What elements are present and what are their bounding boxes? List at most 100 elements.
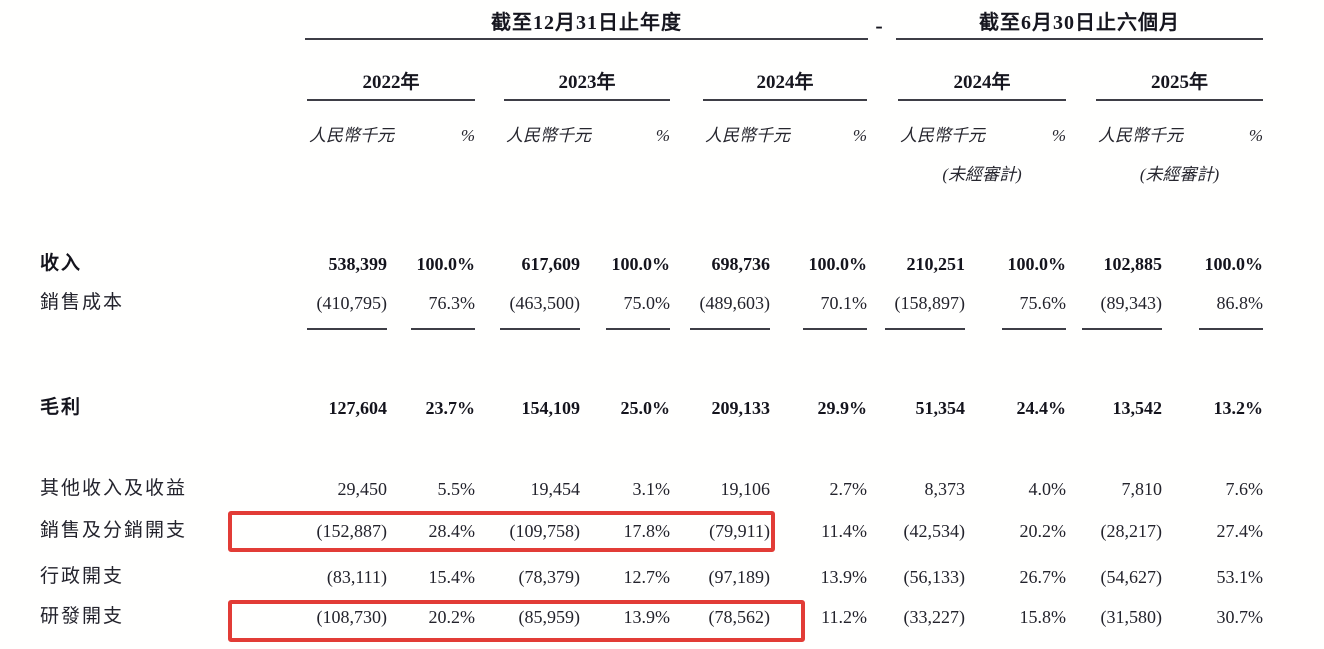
percent-cell: 28.4% (428, 521, 476, 541)
amount-cell: (78,562) (708, 607, 771, 627)
amount-cell: (158,897) (894, 293, 966, 313)
subtotal-rule (885, 328, 965, 330)
amount-cell: (78,379) (518, 567, 581, 587)
amount-cell: (56,133) (903, 567, 966, 587)
year-header: 2024年 (756, 72, 814, 93)
subtotal-rule (690, 328, 770, 330)
annual-section-rule (305, 38, 868, 40)
row-label: 銷售成本 (40, 292, 125, 313)
percent-cell: 75.0% (623, 293, 671, 313)
percent-cell: 100.0% (1204, 254, 1264, 274)
percent-cell: 23.7% (425, 398, 476, 418)
percent-cell: 7.6% (1225, 479, 1264, 499)
interim-section-rule (896, 38, 1263, 40)
percent-cell: 20.2% (1019, 521, 1067, 541)
column-header-percent: % (655, 126, 670, 145)
row-label: 行政開支 (40, 566, 125, 587)
percent-cell: 11.2% (821, 607, 867, 627)
amount-cell: (83,111) (326, 567, 387, 587)
amount-cell: (152,887) (316, 521, 388, 541)
amount-cell: (33,227) (903, 607, 966, 627)
percent-cell: 12.7% (623, 567, 671, 587)
percent-cell: 86.8% (1216, 293, 1264, 313)
annual-section-title: 截至12月31日止年度 (491, 12, 682, 34)
amount-cell: (85,959) (518, 607, 581, 627)
percent-cell: 3.1% (632, 479, 671, 499)
amount-cell: (410,795) (316, 293, 388, 313)
amount-cell: 7,810 (1121, 479, 1163, 499)
unaudited-note: (未經審計) (1139, 165, 1220, 184)
column-header-unit: 人民幣千元 (1098, 126, 1183, 145)
interim-section-title: 截至6月30日止六個月 (979, 12, 1180, 34)
highlight-box-selling-distribution-expenses (228, 511, 775, 552)
subtotal-rule (606, 328, 670, 330)
row-label: 毛利 (40, 397, 83, 418)
amount-cell: 154,109 (521, 398, 581, 418)
amount-cell: (79,911) (709, 521, 770, 541)
year-header: 2025年 (1150, 72, 1208, 93)
amount-cell: 102,885 (1103, 254, 1163, 274)
amount-cell: (108,730) (316, 607, 388, 627)
year-header-rule (703, 99, 867, 101)
amount-cell: (42,534) (903, 521, 966, 541)
amount-cell: 209,133 (711, 398, 771, 418)
percent-cell: 13.9% (820, 567, 868, 587)
subtotal-rule (1199, 328, 1263, 330)
column-header-unit: 人民幣千元 (705, 126, 790, 145)
amount-cell: (109,758) (509, 521, 581, 541)
column-header-percent: % (1248, 126, 1263, 145)
amount-cell: 51,354 (915, 398, 966, 418)
amount-cell: 210,251 (906, 254, 966, 274)
amount-cell: 538,399 (328, 254, 388, 274)
amount-cell: 698,736 (711, 254, 771, 274)
percent-cell: 4.0% (1028, 479, 1067, 499)
amount-cell: 19,454 (530, 479, 581, 499)
subtotal-rule (1002, 328, 1066, 330)
year-header: 2023年 (558, 72, 616, 93)
unaudited-note: (未經審計) (942, 165, 1022, 184)
subtotal-rule (411, 328, 475, 330)
amount-cell: (54,627) (1100, 567, 1163, 587)
year-header-rule (1096, 99, 1263, 101)
percent-cell: 17.8% (623, 521, 671, 541)
percent-cell: 100.0% (416, 254, 476, 274)
row-label: 研發開支 (40, 606, 125, 627)
percent-cell: 24.4% (1016, 398, 1067, 418)
subtotal-rule (500, 328, 580, 330)
year-header: 2022年 (362, 72, 420, 93)
year-header-rule (504, 99, 670, 101)
percent-cell: 27.4% (1216, 521, 1264, 541)
amount-cell: (28,217) (1100, 521, 1163, 541)
percent-cell: 53.1% (1216, 567, 1264, 587)
column-header-percent: % (852, 126, 867, 145)
percent-cell: 100.0% (808, 254, 868, 274)
amount-cell: (97,189) (708, 567, 771, 587)
subtotal-rule (803, 328, 867, 330)
percent-cell: 15.4% (428, 567, 476, 587)
amount-cell: 617,609 (521, 254, 581, 274)
amount-cell: (463,500) (509, 293, 581, 313)
percent-cell: 11.4% (821, 521, 867, 541)
amount-cell: 127,604 (328, 398, 388, 418)
percent-cell: 20.2% (428, 607, 476, 627)
column-header-percent: % (460, 126, 475, 145)
subtotal-rule (307, 328, 387, 330)
amount-cell: 29,450 (337, 479, 388, 499)
amount-cell: 19,106 (720, 479, 771, 499)
percent-cell: 29.9% (817, 398, 868, 418)
percent-cell: 5.5% (437, 479, 476, 499)
percent-cell: 100.0% (1007, 254, 1067, 274)
year-header-rule (307, 99, 475, 101)
percent-cell: 13.2% (1213, 398, 1264, 418)
percent-cell: 100.0% (611, 254, 671, 274)
row-label: 銷售及分銷開支 (40, 520, 188, 541)
percent-cell: 26.7% (1019, 567, 1067, 587)
highlight-box-rd-expenses (228, 600, 805, 642)
row-label: 收入 (40, 253, 83, 274)
percent-cell: 76.3% (428, 293, 476, 313)
amount-cell: (31,580) (1100, 607, 1163, 627)
row-label: 其他收入及收益 (40, 478, 188, 499)
column-header-unit: 人民幣千元 (309, 126, 394, 145)
percent-cell: 25.0% (620, 398, 671, 418)
percent-cell: 70.1% (820, 293, 868, 313)
